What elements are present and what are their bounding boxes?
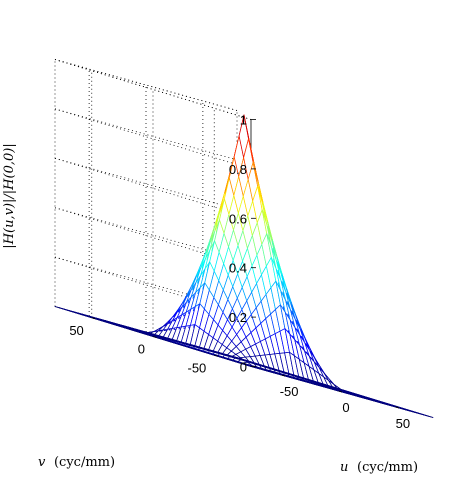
surface-cell-39-0 (423, 414, 434, 418)
box-back-top-edge (54, 59, 238, 111)
v-tick-mark-2 (91, 317, 96, 320)
z-tick-label-4: 0.8 (229, 162, 247, 177)
u-tick-label-0: -50 (280, 384, 299, 399)
grid-line-left-z-5 (54, 59, 252, 120)
u-tick-mark-0 (281, 374, 286, 377)
box-left-top-edge (54, 59, 252, 120)
z-tick-label-1: 0.2 (229, 310, 247, 325)
v-axis-unit: (cyc/mm) (54, 455, 115, 470)
u-axis-variable: u (340, 460, 348, 475)
surface-mesh (54, 114, 434, 418)
u-axis-label: u (cyc/mm) (340, 459, 418, 475)
z-axis-label: |H(u,v)|/|H(0,0)| (2, 143, 17, 248)
z-tick-label-3: 0.6 (229, 211, 247, 226)
z-tick-label-0: 0 (240, 360, 247, 375)
grid-line-back-z-4 (54, 108, 238, 161)
u-tick-label-2: 50 (396, 416, 410, 431)
v-axis-variable: v (38, 455, 46, 470)
u-axis-unit: (cyc/mm) (357, 460, 418, 475)
v-tick-label-1: 0 (138, 342, 145, 357)
tick-labels: 0 0.2 0.4 0.6 0.8 1 -50 0 50 -50 0 50 (69, 113, 410, 431)
v-tick-mark-0 (214, 354, 218, 357)
z-tick-label-5: 1 (240, 113, 247, 128)
u-tick-mark-2 (395, 406, 399, 409)
u-tick-mark-1 (338, 390, 343, 393)
z-tick-label-2: 0.4 (229, 261, 247, 276)
v-tick-mark-1 (152, 336, 157, 338)
v-tick-label-0: -50 (188, 360, 207, 375)
v-axis-label: v (cyc/mm) (38, 454, 115, 470)
u-tick-label-1: 0 (342, 400, 349, 415)
v-tick-label-2: 50 (69, 323, 83, 338)
